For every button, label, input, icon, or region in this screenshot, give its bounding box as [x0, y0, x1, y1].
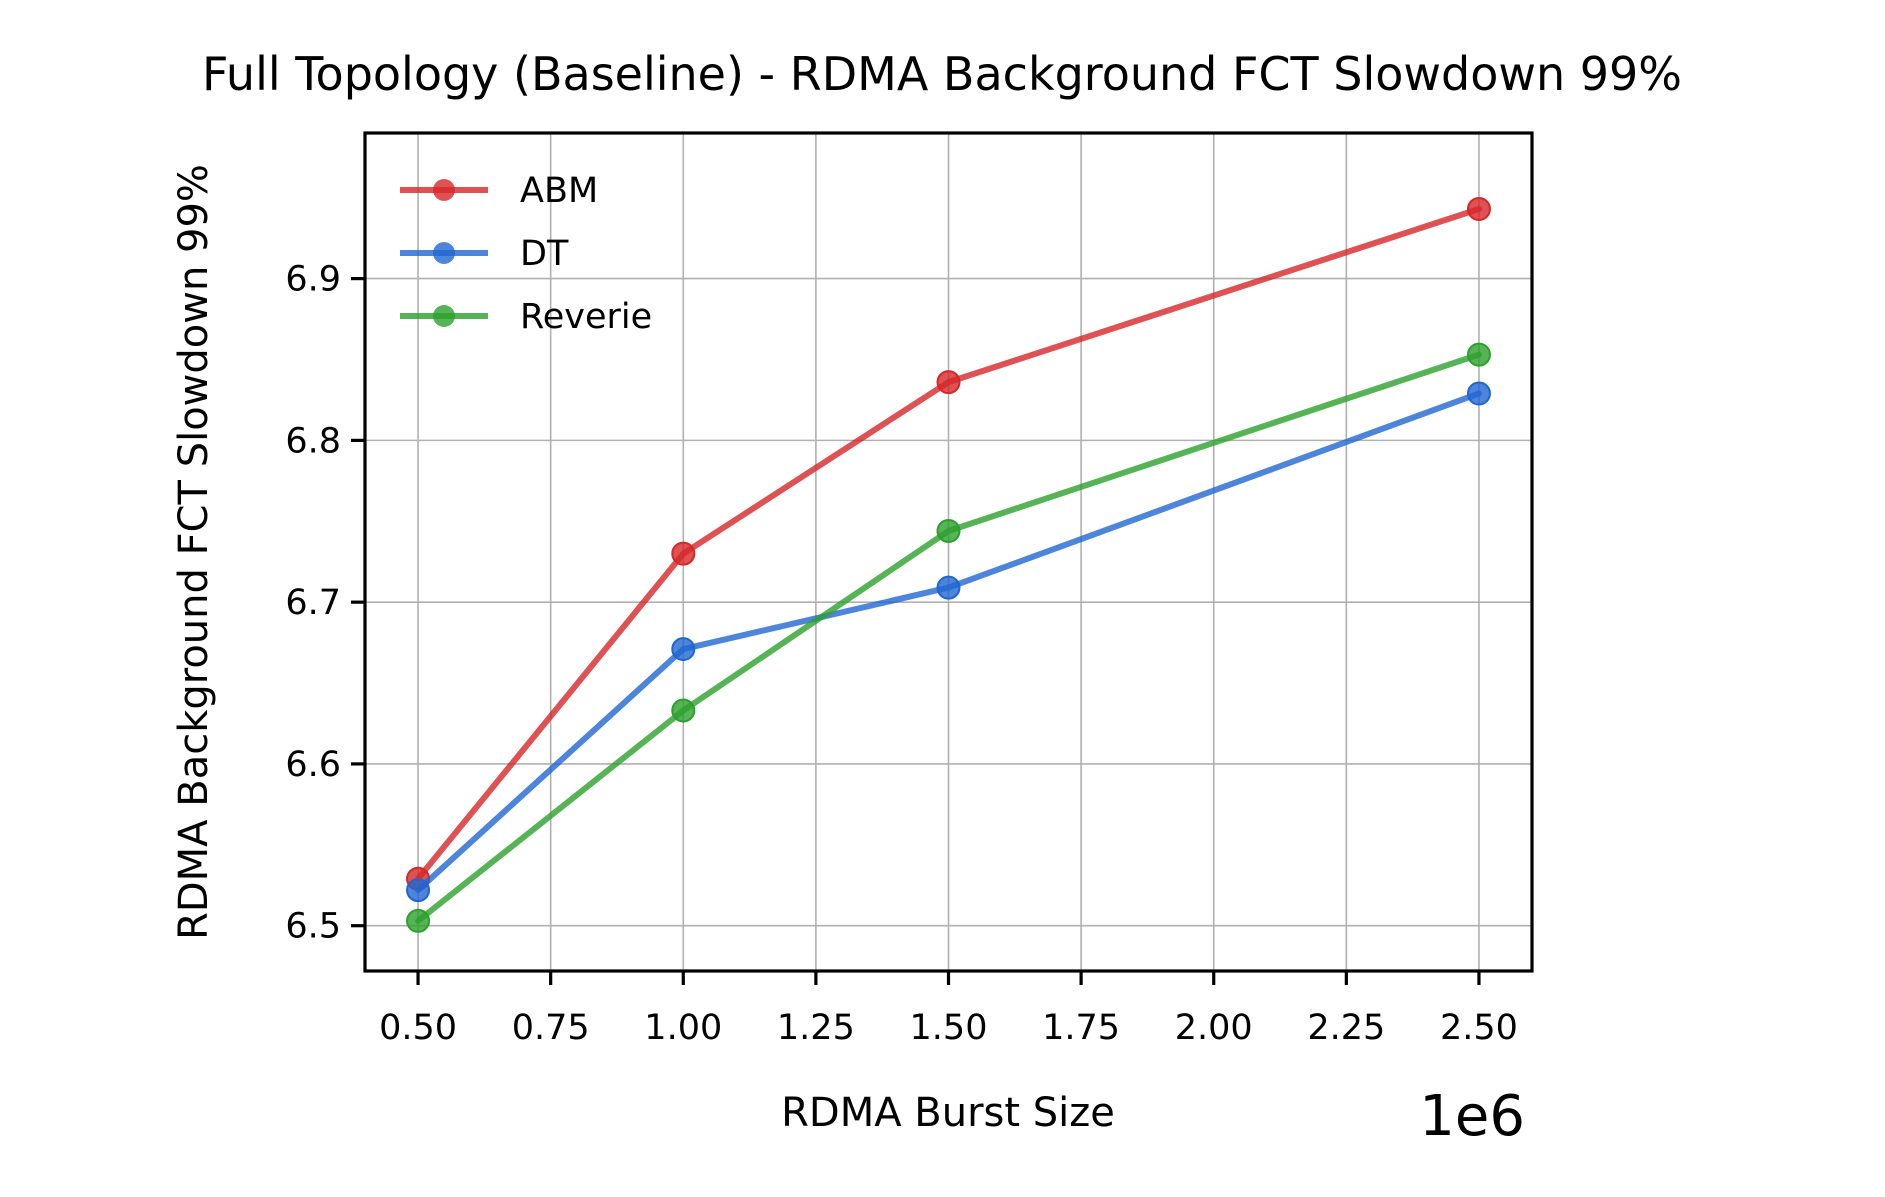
legend-swatch-marker [433, 179, 455, 201]
data-point-dt [936, 575, 961, 600]
series-line-reverie [415, 351, 1482, 924]
data-point-reverie [1466, 342, 1491, 367]
data-point-dt [671, 637, 696, 662]
legend-item-reverie: Reverie [400, 297, 652, 337]
legend-label: DT [520, 234, 569, 274]
data-point-dt [406, 878, 431, 903]
legend-label: Reverie [520, 297, 652, 337]
data-point-abm [1466, 197, 1491, 222]
x-tick-label: 1.50 [910, 1008, 988, 1048]
data-series [406, 197, 1491, 933]
data-point-abm [936, 370, 961, 395]
series-reverie [406, 342, 1491, 933]
x-tick-label: 1.00 [644, 1008, 722, 1048]
y-tick-label: 6.8 [285, 421, 341, 461]
legend-item-abm: ABM [400, 171, 598, 211]
legend-swatch-marker [433, 305, 455, 327]
legend-item-dt: DT [400, 234, 569, 274]
y-tick-label: 6.6 [285, 745, 341, 785]
y-tick-label: 6.9 [285, 260, 341, 300]
y-tick-label: 6.7 [285, 583, 341, 623]
legend-swatch-marker [433, 242, 455, 264]
x-tick-label: 1.75 [1042, 1008, 1120, 1048]
data-point-reverie [671, 698, 696, 723]
data-point-reverie [936, 518, 961, 543]
data-point-reverie [406, 908, 431, 933]
x-tick-label: 0.75 [512, 1008, 590, 1048]
legend-label: ABM [520, 171, 598, 211]
legend: ABM DT Reverie [400, 171, 652, 337]
series-line-abm [415, 206, 1482, 882]
y-axis-ticks: 6.5 6.6 6.7 6.8 6.9 [285, 260, 365, 947]
x-tick-label: 2.25 [1307, 1008, 1385, 1048]
y-tick-label: 6.5 [285, 907, 341, 947]
data-point-dt [1466, 381, 1491, 406]
x-tick-label: 2.50 [1440, 1008, 1518, 1048]
y-axis-label: RDMA Background FCT Slowdown 99% [171, 164, 217, 940]
x-tick-label: 2.00 [1175, 1008, 1253, 1048]
x-axis-offset-label: 1e6 [1419, 1084, 1525, 1149]
x-axis-label: RDMA Burst Size [781, 1090, 1115, 1136]
x-tick-label: 1.25 [777, 1008, 855, 1048]
x-axis-ticks: 0.50 0.75 1.00 1.25 1.50 1.75 2.00 2.25 2.50 [379, 971, 1518, 1048]
data-point-abm [671, 541, 696, 566]
chart-title: Full Topology (Baseline) - RDMA Backgrou… [202, 47, 1682, 101]
x-tick-label: 0.50 [379, 1008, 457, 1048]
